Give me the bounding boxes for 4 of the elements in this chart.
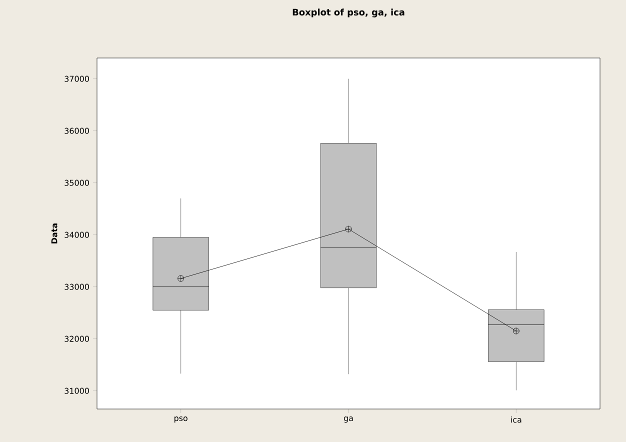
point: [512, 328, 520, 334]
point: [345, 226, 352, 232]
chart-title: Boxplot of pso, ga, ica: [292, 8, 404, 18]
point: [178, 275, 184, 282]
